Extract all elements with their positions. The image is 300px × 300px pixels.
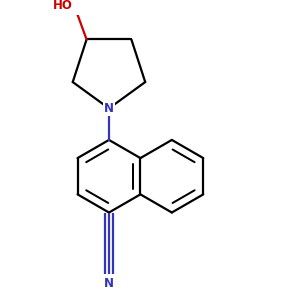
- Text: N: N: [104, 102, 114, 115]
- Text: HO: HO: [53, 0, 73, 12]
- Text: N: N: [104, 278, 114, 290]
